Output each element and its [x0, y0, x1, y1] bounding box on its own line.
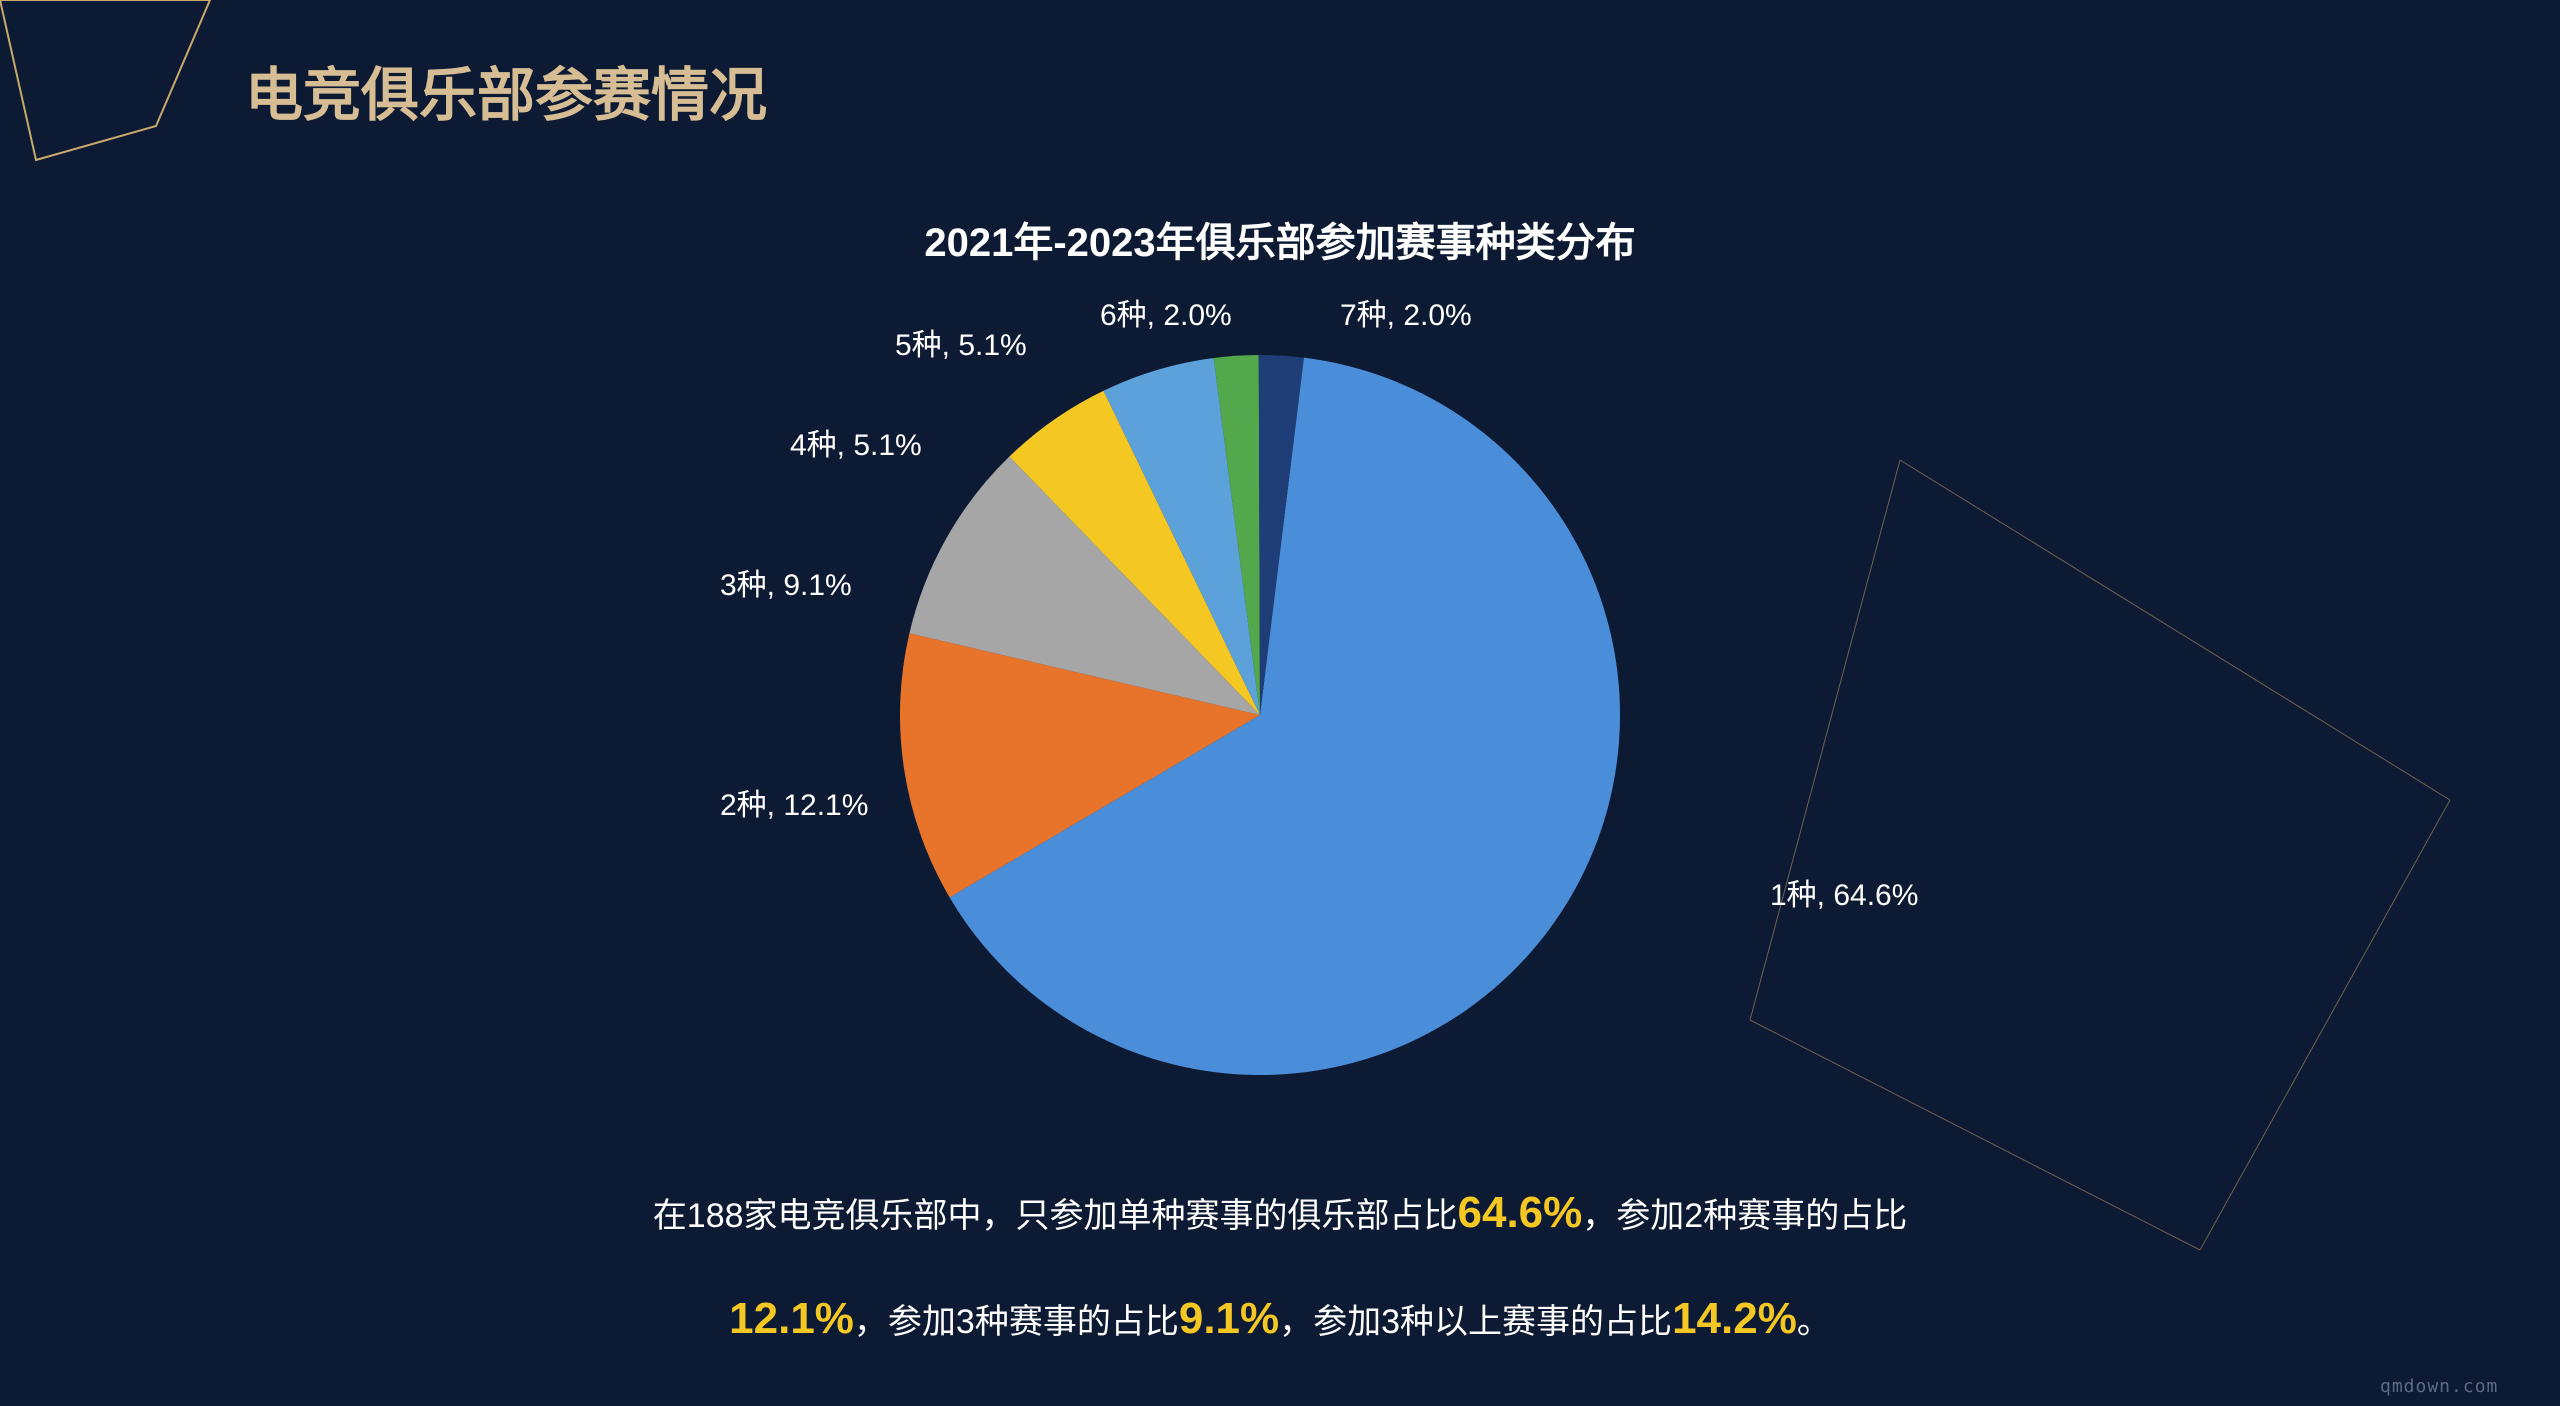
watermark: qmdown.com — [2380, 1376, 2498, 1397]
summary-text: 在188家电竞俱乐部中，只参加单种赛事的俱乐部占比64.6%，参加2种赛事的占比… — [0, 1160, 2560, 1371]
pie-label: 1种, 64.6% — [1770, 870, 1918, 914]
pie-label: 3种, 9.1% — [720, 560, 852, 604]
summary-text-part: 。 — [1797, 1303, 1831, 1341]
pie-svg — [900, 355, 1620, 1075]
summary-highlight: 9.1% — [1179, 1294, 1279, 1343]
pie-label: 5种, 5.1% — [895, 320, 1027, 364]
pie-label: 2种, 12.1% — [720, 780, 868, 824]
chart-title: 2021年-2023年俱乐部参加赛事种类分布 — [0, 210, 2560, 268]
summary-highlight: 12.1% — [729, 1294, 854, 1343]
pie-label: 6种, 2.0% — [1100, 290, 1232, 334]
pie-label: 7种, 2.0% — [1340, 290, 1472, 334]
summary-text-part: ，参加3种赛事的占比 — [854, 1303, 1179, 1341]
page-title: 电竞俱乐部参赛情况 — [245, 48, 767, 132]
slide: 电竞俱乐部参赛情况 2021年-2023年俱乐部参加赛事种类分布 1种, 64.… — [0, 0, 2560, 1406]
summary-text-part: ，参加2种赛事的占比 — [1582, 1197, 1907, 1235]
summary-highlight: 64.6% — [1458, 1188, 1583, 1237]
summary-text-part: ，参加3种以上赛事的占比 — [1279, 1303, 1672, 1341]
summary-highlight: 14.2% — [1672, 1294, 1797, 1343]
decor-top-left — [0, 0, 260, 200]
pie-chart — [900, 355, 1620, 1075]
summary-text-part: 在188家电竞俱乐部中，只参加单种赛事的俱乐部占比 — [653, 1197, 1458, 1235]
pie-label: 4种, 5.1% — [790, 420, 922, 464]
